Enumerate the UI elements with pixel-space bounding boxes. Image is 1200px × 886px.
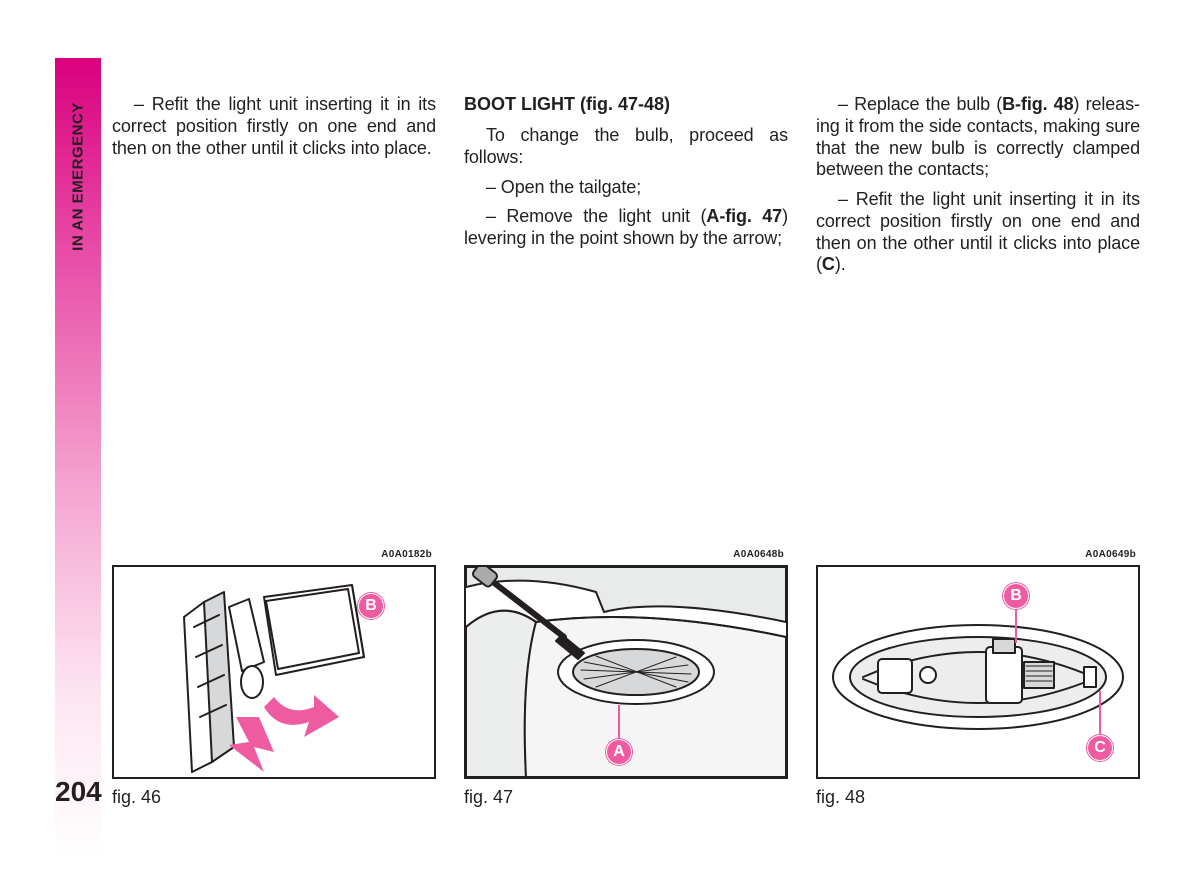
figure-46-caption: fig. 46 <box>112 787 436 808</box>
figure-47-caption: fig. 47 <box>464 787 788 808</box>
col2-para1: To change the bulb, proceed as follows: <box>464 125 788 169</box>
col2-para2: – Open the tailgate; <box>464 177 788 199</box>
col2-para3: – Remove the light unit (A-fig. 47) lev­… <box>464 206 788 250</box>
figure-48-caption: fig. 48 <box>816 787 1140 808</box>
col1-para1: – Refit the light unit inserting it in i… <box>112 94 436 159</box>
figure-46-drawing <box>114 567 434 777</box>
page-number: 204 <box>55 776 101 808</box>
callout-B: B <box>358 593 384 619</box>
callout-B2: B <box>1003 583 1029 609</box>
column-1: – Refit the light unit inserting it in i… <box>112 94 436 284</box>
callout-C: C <box>1087 735 1113 761</box>
figure-47-frame: A <box>464 565 788 779</box>
figure-46-frame: B <box>112 565 436 779</box>
column-3: – Replace the bulb (B-fig. 48) releas­in… <box>816 94 1140 284</box>
col2-heading: BOOT LIGHT (fig. 47-48) <box>464 94 788 115</box>
sidebar-tab: IN AN EMERGENCY <box>55 58 101 858</box>
section-label: IN AN EMERGENCY <box>70 102 87 251</box>
callout-A: A <box>606 739 632 765</box>
text-content: – Refit the light unit inserting it in i… <box>112 94 1140 284</box>
figure-47: A0A0648b <box>464 565 788 808</box>
figure-47-ref: A0A0648b <box>733 549 784 560</box>
figure-46-ref: A0A0182b <box>381 549 432 560</box>
column-2: BOOT LIGHT (fig. 47-48) To change the bu… <box>464 94 788 284</box>
callout-A-line <box>618 705 620 741</box>
figure-48-ref: A0A0649b <box>1085 549 1136 560</box>
col3-para2: – Refit the light unit inserting it in i… <box>816 189 1140 276</box>
figure-48: A0A0649b <box>816 565 1140 808</box>
col3-para1: – Replace the bulb (B-fig. 48) releas­in… <box>816 94 1140 181</box>
figure-46: A0A0182b <box>112 565 436 808</box>
callout-C-line <box>1099 691 1101 737</box>
figures-row: A0A0182b <box>112 565 1140 808</box>
figure-48-frame: B C <box>816 565 1140 779</box>
callout-B-line <box>1015 607 1017 643</box>
